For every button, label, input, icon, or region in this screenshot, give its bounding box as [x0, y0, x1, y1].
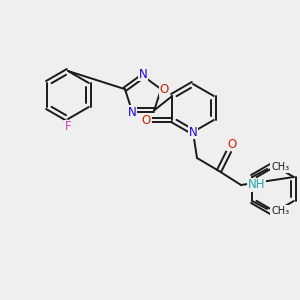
Text: CH₃: CH₃	[271, 206, 289, 216]
Text: NH: NH	[248, 178, 266, 191]
Text: O: O	[142, 113, 151, 127]
Text: O: O	[159, 82, 169, 96]
Text: N: N	[189, 125, 197, 139]
Text: CH₃: CH₃	[271, 162, 289, 172]
Text: N: N	[128, 106, 136, 119]
Text: N: N	[139, 68, 147, 80]
Text: O: O	[227, 137, 237, 151]
Text: F: F	[65, 121, 71, 134]
